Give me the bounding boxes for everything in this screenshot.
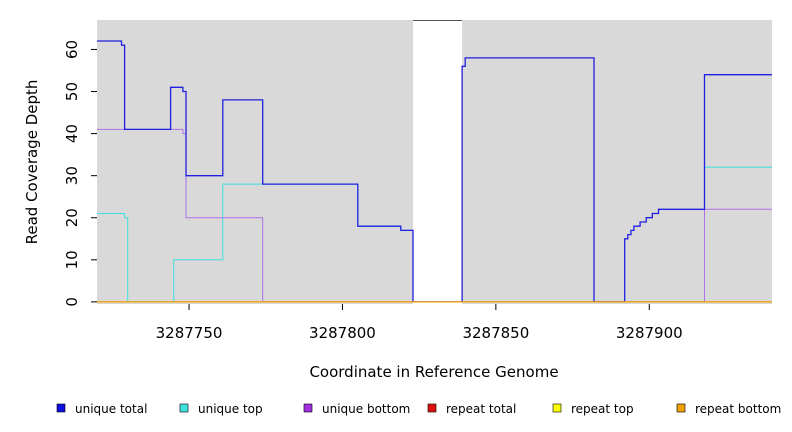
y-tick-label: 60 xyxy=(63,40,81,59)
x-tick-label: 3287750 xyxy=(156,324,223,342)
legend-swatch-repeat-bottom xyxy=(676,403,686,413)
series-line-unique-bottom xyxy=(97,128,772,303)
y-axis-title: Read Coverage Depth xyxy=(23,80,41,245)
axis-layer: 0 10 20 30 40 50 60 3287750 3287800 3287850 328790… xyxy=(63,40,683,342)
series-layer xyxy=(97,40,772,303)
legend-swatch-unique-top xyxy=(179,403,189,413)
legend-swatch-repeat-top xyxy=(552,403,562,413)
legend-label: unique top xyxy=(198,402,263,416)
legend: unique total unique top unique bottom repea… xyxy=(56,402,781,416)
y-tick-label: 0 xyxy=(63,297,81,307)
x-axis-title: Coordinate in Reference Genome xyxy=(309,363,558,381)
legend-label: repeat top xyxy=(571,402,634,416)
y-tick-label: 50 xyxy=(63,82,81,101)
y-tick-label: 30 xyxy=(63,166,81,185)
legend-label: unique bottom xyxy=(322,402,410,416)
legend-label: unique total xyxy=(75,402,147,416)
y-tick-label: 10 xyxy=(63,250,81,269)
y-tick-label: 40 xyxy=(63,124,81,143)
uncovered-region xyxy=(413,20,463,304)
x-tick-label: 3287850 xyxy=(462,324,529,342)
legend-label: repeat total xyxy=(446,402,516,416)
legend-swatch-unique-total xyxy=(56,403,66,413)
x-tick-label: 3287900 xyxy=(616,324,683,342)
legend-label: repeat bottom xyxy=(695,402,781,416)
x-tick-label: 3287800 xyxy=(309,324,376,342)
y-tick-label: 20 xyxy=(63,208,81,227)
series-line-unique-total xyxy=(97,40,772,303)
legend-swatch-repeat-total xyxy=(427,403,437,413)
legend-swatch-unique-bottom xyxy=(303,403,313,413)
